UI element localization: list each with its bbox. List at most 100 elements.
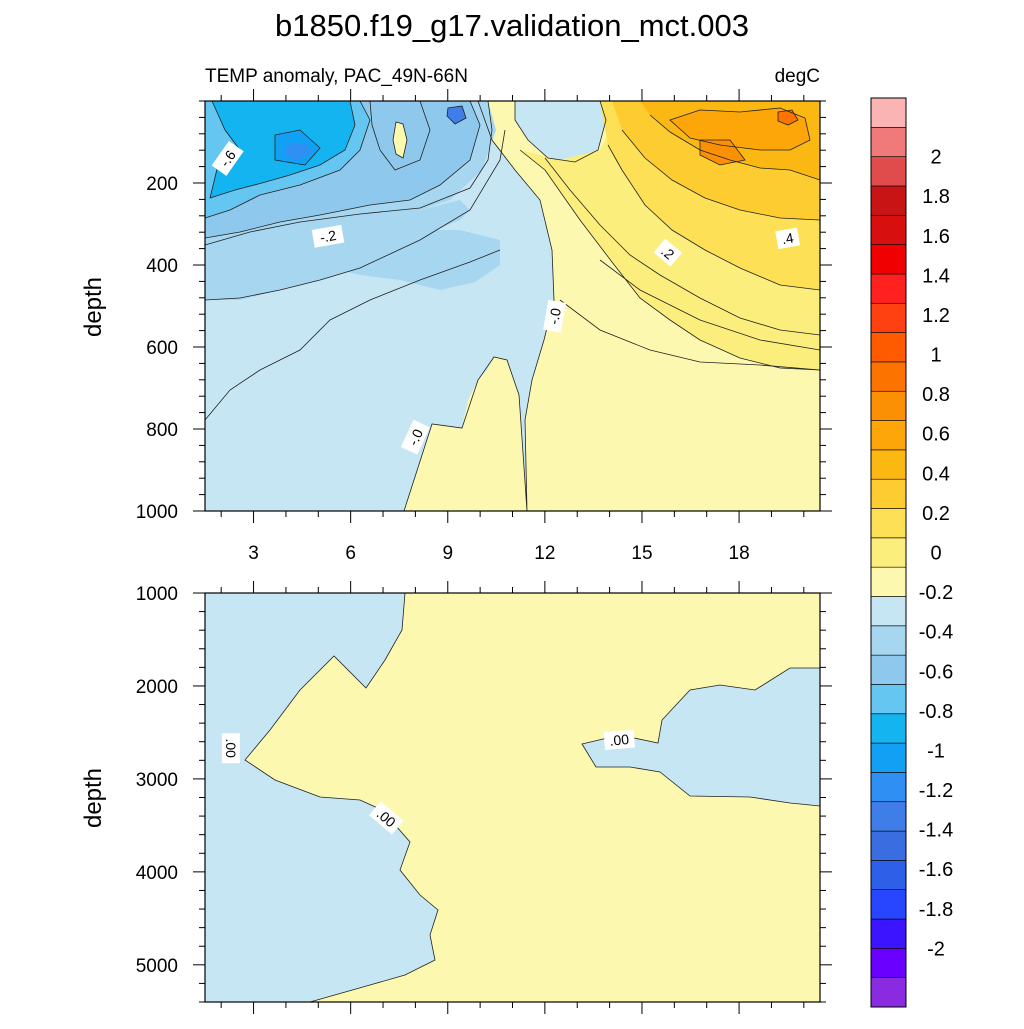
colorbar-swatch bbox=[870, 830, 907, 861]
colorbar-tick-label: -1.6 bbox=[919, 859, 953, 881]
contour-label-bg bbox=[653, 238, 683, 267]
colorbar-tick-label: 1 bbox=[930, 345, 941, 367]
top-contour-lines bbox=[204, 100, 821, 512]
colorbar-swatch bbox=[870, 801, 907, 832]
colorbar-swatch bbox=[870, 508, 907, 539]
bottom-contour-fills bbox=[205, 593, 820, 1002]
y-tick-label: 3000 bbox=[136, 770, 178, 791]
colorbar-swatch bbox=[870, 156, 907, 187]
colorbar-swatch bbox=[870, 332, 907, 363]
contour-label: -.0 bbox=[543, 299, 567, 333]
colorbar-tick-label: -1 bbox=[927, 740, 945, 762]
colorbar-tick-label: -0.8 bbox=[919, 701, 953, 723]
bottom-y-axis-label: depth bbox=[80, 768, 107, 828]
colorbar-tick-label: 0.6 bbox=[922, 424, 950, 446]
y-tick-label: 1000 bbox=[136, 502, 178, 523]
colorbar-swatch bbox=[870, 214, 907, 245]
colorbar-swatch bbox=[870, 918, 907, 949]
x-tick-label: 9 bbox=[442, 543, 453, 564]
colorbar-tick-label: 1.8 bbox=[922, 186, 950, 208]
contour-label: -.2 bbox=[311, 224, 345, 248]
contour-label: -.0 bbox=[400, 419, 430, 455]
colorbar-swatch bbox=[870, 273, 907, 304]
bottom-contour-lines bbox=[244, 592, 821, 1003]
contour-label-text: .00 bbox=[609, 731, 630, 749]
top-region-pos-10 bbox=[670, 108, 810, 150]
contour-label-text: -.0 bbox=[405, 426, 426, 448]
colorbar-swatch bbox=[870, 566, 907, 597]
contour-label-text: -.6 bbox=[216, 147, 239, 170]
top-region-pos-12 bbox=[700, 140, 745, 165]
colorbar-tick-label: -2 bbox=[927, 938, 945, 960]
x-tick-label: 15 bbox=[631, 543, 652, 564]
colorbar-swatch bbox=[870, 977, 907, 1008]
contour-label-bg bbox=[603, 729, 636, 751]
top-axes: 3 6 9 12 15 18 200 400 600 800 1000 bbox=[136, 89, 832, 564]
contour-label-bg bbox=[368, 801, 404, 835]
colorbar-tick-label: -1.2 bbox=[919, 780, 953, 802]
y-tick-label: 1000 bbox=[136, 584, 178, 605]
colorbar-tick-label: 0.2 bbox=[922, 503, 950, 525]
colorbar-swatch bbox=[870, 244, 907, 275]
contour-label-bg bbox=[311, 224, 345, 248]
contour-label: .00 bbox=[221, 733, 240, 764]
contour-label-bg bbox=[400, 419, 430, 455]
top-right-units: degC bbox=[775, 66, 820, 87]
top-region-neg-08 bbox=[285, 143, 312, 160]
x-tick-label: 12 bbox=[534, 543, 555, 564]
top-left-subtitle: TEMP anomaly, PAC_49N-66N bbox=[205, 66, 468, 87]
colorbar-swatch bbox=[870, 390, 907, 421]
colorbar-tick-label: -1.8 bbox=[919, 899, 953, 921]
top-contour-panel: TEMP anomaly, PAC_49N-66N degC depth bbox=[80, 66, 832, 564]
colorbar-swatch bbox=[870, 654, 907, 685]
colorbar-swatch bbox=[870, 97, 907, 128]
y-tick-label: 600 bbox=[146, 338, 178, 359]
colorbar-swatch bbox=[870, 625, 907, 656]
contour-label: .2 bbox=[653, 238, 683, 267]
top-region-hole-00 bbox=[393, 122, 407, 158]
top-region-pocket-neg bbox=[515, 101, 606, 162]
x-tick-label: 3 bbox=[248, 543, 259, 564]
colorbar-tick-label: 1.4 bbox=[922, 265, 950, 287]
colorbar-tick-label: 1.6 bbox=[922, 226, 950, 248]
colorbar: 2 1.8 1.6 1.4 1.2 1 0.8 0.6 0.4 0.2 0 -0.2 -0.4 -0.6 -… bbox=[870, 97, 953, 1008]
colorbar-swatch bbox=[870, 948, 907, 978]
colorbar-swatch bbox=[870, 596, 907, 627]
colorbar-tick-label: -1.4 bbox=[919, 820, 953, 842]
contour-label-text: .00 bbox=[223, 738, 239, 758]
contour-label: .4 bbox=[775, 227, 801, 250]
contour-label-text: -.2 bbox=[319, 227, 338, 246]
colorbar-swatch bbox=[870, 772, 907, 803]
colorbar-tick-label: -0.2 bbox=[919, 582, 953, 604]
top-region-pos-14 bbox=[778, 110, 798, 125]
colorbar-tick-label: -0.4 bbox=[919, 622, 953, 644]
bottom-region-right-neg bbox=[582, 668, 820, 806]
x-tick-label: 18 bbox=[729, 543, 750, 564]
contour-label-bg bbox=[221, 733, 240, 764]
colorbar-tick-label: 0.4 bbox=[922, 463, 950, 485]
colorbar-swatch bbox=[870, 713, 907, 744]
y-tick-label: 2000 bbox=[136, 677, 178, 698]
top-contour-labels: -.6 -.2 -.0 -.0 .2 .4 bbox=[211, 140, 801, 455]
colorbar-swatch bbox=[870, 420, 907, 451]
colorbar-tick-label: 1.2 bbox=[922, 305, 950, 327]
figure-title: b1850.f19_g17.validation_mct.003 bbox=[275, 8, 749, 43]
colorbar-swatch bbox=[870, 185, 907, 216]
colorbar-frame bbox=[870, 97, 907, 1008]
top-region-neg-09 bbox=[447, 106, 466, 124]
top-y-axis-label: depth bbox=[80, 277, 107, 337]
colorbar-swatch bbox=[870, 449, 907, 480]
colorbar-tick-label: -0.6 bbox=[919, 661, 953, 683]
colorbar-swatch bbox=[870, 889, 907, 920]
colorbar-swatch bbox=[870, 302, 907, 333]
x-tick-label: 6 bbox=[345, 543, 356, 564]
y-tick-label: 800 bbox=[146, 420, 178, 441]
bottom-axes: 1000 2000 3000 4000 5000 bbox=[136, 581, 832, 1014]
colorbar-swatch bbox=[870, 478, 907, 509]
contour-label-bg bbox=[775, 227, 801, 250]
contour-label-bg bbox=[211, 140, 244, 176]
colorbar-tick-label: 0 bbox=[930, 543, 941, 565]
